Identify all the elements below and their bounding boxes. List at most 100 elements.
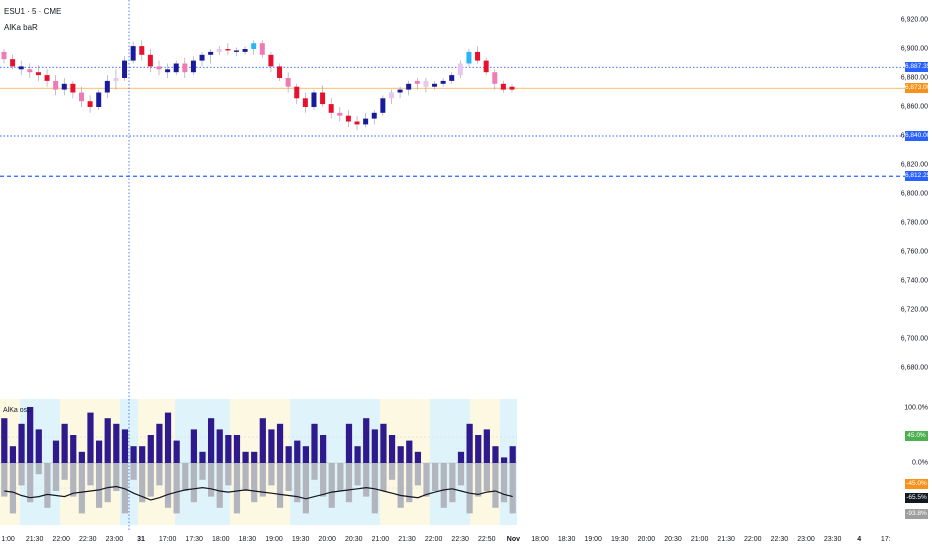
candle-body [173,63,179,73]
candle-body [251,43,257,49]
histogram-bar-negative [388,463,396,480]
histogram-bar-positive [397,446,404,463]
indicator-level-label: -45.0% [905,479,928,489]
histogram-bar-positive [70,435,77,463]
price-tick-label: 6,820.00 [900,161,928,169]
candle-body [294,86,300,99]
candle-body [363,118,369,125]
time-tick-label: 23:00 [105,536,124,543]
histogram-bar-negative [354,463,361,486]
histogram-bar-positive [190,429,197,463]
time-tick-label: 22:00 [52,536,70,543]
candle-body [61,83,67,90]
histogram-bar-positive [173,440,180,463]
histogram-bar-negative [190,463,197,503]
histogram-bar-positive [216,429,223,463]
indicator-bottom-label: AlKa osL [3,407,32,414]
candle-body [259,43,265,55]
candle-body [156,66,162,70]
candle-body [113,78,119,81]
candle-body [414,80,420,84]
price-tick-label: 6,720.00 [900,306,928,314]
histogram-bar-positive [483,429,490,463]
candle-body [406,83,412,90]
histogram-bar-positive [147,435,154,463]
histogram-bar-positive [294,440,301,463]
histogram-bar-negative [432,463,439,491]
histogram-bar-negative [61,463,68,480]
candle-body [337,112,343,116]
candle-body [466,51,472,64]
candle-body [475,51,481,61]
histogram-bar-negative [345,463,353,503]
price-tick-label: 6,880.00 [900,74,928,82]
time-tick-label: 1:00 [1,536,15,543]
time-tick-label: 17: [880,536,891,543]
histogram-bar-negative [52,463,60,491]
time-tick-label: 20:30 [345,536,363,543]
histogram-bar-negative [242,463,249,491]
candle-body [199,54,205,61]
price-level-label: 6,840.00 [905,131,931,141]
time-tick-label: 4 [857,536,862,543]
histogram-bar-negative [457,463,465,486]
histogram-bar-positive [95,440,103,463]
candle-body [328,104,334,113]
histogram-bar-positive [500,457,508,463]
candle-body [302,98,308,107]
histogram-bar-positive [199,451,206,463]
candle-body [432,83,438,87]
time-tick-label: 18:00 [531,536,549,543]
candle-body [509,86,515,90]
histogram-bar-negative [1,463,8,497]
histogram-bar-negative [95,463,103,508]
histogram-bar-positive [233,435,241,463]
histogram-bar-positive [251,451,258,463]
histogram-bar-positive [87,412,94,463]
time-tick-label: 23:00 [797,536,815,543]
candle-body [440,80,446,84]
candle-body [345,115,351,122]
candle-body [190,60,196,73]
time-tick-label: Nov [506,536,521,543]
candle-body [35,72,41,76]
time-tick-label: 20:30 [664,536,682,543]
time-tick-label: 22:30 [79,536,97,543]
time-tick-label: 18:30 [238,536,257,543]
candle-body [1,51,7,60]
price-tick-label: 6,700.00 [900,335,928,343]
histogram-bar-positive [466,423,473,463]
candle-body [285,78,291,87]
histogram-bar-negative [380,463,387,491]
indicator-level-label: -93.8% [905,509,928,519]
histogram-bar-negative [363,463,370,497]
candle-body [242,49,248,52]
price-tick-label: 6,760.00 [900,248,928,256]
time-tick-label: 19:00 [265,536,283,543]
histogram-bar-negative [233,463,241,514]
histogram-bar-negative [104,463,111,503]
histogram-bar-positive [208,418,215,463]
indicator-axis[interactable]: 100.0% 0.0% [904,0,932,550]
histogram-bar-negative [285,463,292,491]
candle-body [311,92,317,107]
time-axis[interactable]: 1:00 21:30 22:00 22:30 23:00 31 17:00 17:30 18:0… [0,530,906,550]
histogram-bar-negative [18,463,25,486]
histogram-bar-negative [70,463,77,497]
histogram-bar-positive [345,423,353,463]
histogram-bar-positive [27,407,34,463]
histogram-bar-negative [483,463,490,491]
candle-body [122,60,128,78]
histogram-bar-negative [414,463,422,486]
histogram-bar-positive [320,435,327,463]
price-tick-label: 6,680.00 [900,364,928,372]
candle-body [96,92,102,107]
price-tick-label: 6,920.00 [900,16,928,24]
candle-body [27,69,33,73]
price-level-label: 6,873.00 [905,83,931,94]
histogram-bar-negative [164,463,172,508]
time-tick-label: 17:00 [158,536,177,543]
histogram-bar-negative [44,463,51,508]
time-tick-label: 17:30 [185,536,203,543]
